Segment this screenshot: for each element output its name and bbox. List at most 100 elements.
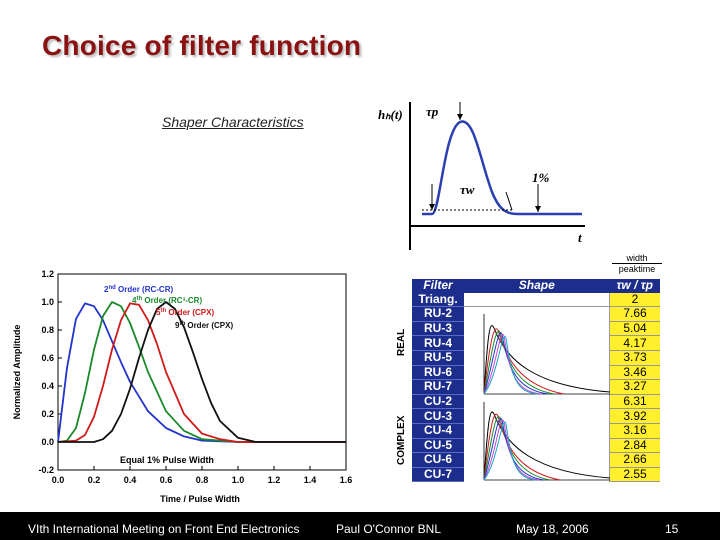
- legend-rest: Order (CPX): [166, 308, 214, 317]
- ratio-cell: 2.66: [609, 452, 660, 468]
- complex-shapes-thumbnail: [483, 402, 611, 481]
- x-tick-label: 1.0: [232, 475, 245, 485]
- pulse-ylabel: hₕ(t): [378, 107, 403, 122]
- width-right-arrow: [505, 191, 513, 211]
- legend-order: 9: [175, 321, 180, 330]
- filter-name-cell: RU-7: [412, 379, 464, 395]
- filter-name-cell: CU-5: [412, 438, 464, 454]
- filter-name-cell: CU-6: [412, 452, 464, 468]
- legend-entry: 4th Order (RC³-CR): [132, 296, 202, 305]
- series-line-2: [57, 302, 346, 443]
- shape-cell: [464, 379, 610, 395]
- peaktime-header: peaktime: [612, 263, 662, 274]
- y-tick-label: 0.8: [41, 325, 54, 335]
- group-label-real: REAL: [396, 328, 407, 356]
- legend-order: 4: [132, 296, 137, 305]
- shape-cell: [464, 350, 610, 366]
- footer-author: Paul O'Connor BNL: [336, 522, 442, 536]
- y-tick-label: 1.2: [41, 269, 54, 279]
- ratio-cell: 3.16: [609, 423, 660, 439]
- peak-arrowhead: [457, 114, 463, 120]
- table-row: RU-5 3.73: [412, 350, 660, 366]
- legend-rest: Order (CPX): [185, 321, 233, 330]
- shape-cell: [464, 452, 610, 468]
- filter-name-cell: CU-3: [412, 408, 464, 424]
- footer-conference: VIth International Meeting on Front End …: [28, 522, 300, 536]
- footer-date: May 18, 2006: [516, 522, 589, 536]
- legend-entry: 5th Order (CPX): [156, 308, 214, 317]
- ratio-cell: 6.31: [609, 394, 660, 410]
- percent-arrowhead: [535, 206, 541, 212]
- legend-sup: th: [136, 296, 142, 302]
- ratio-cell: 3.92: [609, 408, 660, 424]
- filter-name-cell: RU-4: [412, 335, 464, 351]
- legend-order: 2: [104, 285, 109, 294]
- shape-cell: [464, 306, 610, 322]
- x-tick-label: 1.4: [304, 475, 317, 485]
- filter-name-cell: CU-4: [412, 423, 464, 439]
- x-tick-label: 0.6: [160, 475, 173, 485]
- x-tick-label: 0.0: [52, 475, 65, 485]
- x-tick-label: 0.4: [124, 475, 137, 485]
- y-tick-label: 1.0: [41, 297, 54, 307]
- table-row: RU-7 3.27: [412, 379, 660, 395]
- legend-entry: 2nd Order (RC-CR): [104, 285, 173, 294]
- filter-shape-table: Filter Shape τw / τp Triang. 2 RU-2 7.66 RU-…: [412, 279, 660, 483]
- legend-sup: th: [179, 321, 185, 327]
- table-row: RU-6 3.46: [412, 365, 660, 381]
- chart-y-axis-label: Normalized Amplitude: [12, 325, 22, 420]
- ratio-cell: 5.04: [609, 321, 660, 337]
- x-tick-label: 1.6: [340, 475, 353, 485]
- filter-name-cell: Triang.: [412, 292, 464, 308]
- y-tick-label: 0.6: [41, 353, 54, 363]
- footer-bar: VIth International Meeting on Front End …: [0, 512, 720, 540]
- one-percent-label: 1%: [532, 170, 550, 185]
- table-row: CU-5 2.84: [412, 438, 660, 454]
- shaper-characteristics-label: Shaper Characteristics: [162, 114, 304, 130]
- ratio-cell: 2.55: [609, 467, 660, 483]
- legend-sup: th: [160, 308, 166, 314]
- legend-entry: 9th Order (CPX): [175, 321, 233, 330]
- ratio-cell: 2: [609, 292, 660, 308]
- y-tick-label: 0.4: [41, 381, 54, 391]
- y-tick-label: -0.2: [38, 465, 54, 475]
- chart-x-axis-label: Time / Pulse Width: [160, 494, 240, 504]
- shape-cell: [464, 394, 610, 409]
- legend-sup: nd: [108, 285, 116, 291]
- filter-name-cell: CU-7: [412, 467, 464, 483]
- pulse-definition-diagram: [409, 102, 585, 250]
- shape-cell: [464, 438, 610, 453]
- ratio-cell: 7.66: [609, 306, 660, 322]
- shape-cell: [464, 365, 610, 380]
- table-row: CU-2 6.31: [412, 394, 660, 410]
- real-shapes-thumbnail: [483, 314, 611, 395]
- width-header: width: [626, 253, 648, 263]
- filter-name-cell: RU-6: [412, 365, 464, 381]
- shape-column-header: Shape: [464, 279, 610, 293]
- shape-thumbnails: [483, 314, 611, 481]
- x-tick-label: 1.2: [268, 475, 281, 485]
- chart-annotation: Equal 1% Pulse Width: [120, 455, 214, 465]
- y-tick-label: 0.2: [41, 409, 54, 419]
- pulse-shape-chart: -0.20.00.20.40.60.81.01.2 0.0 0.2 0.4 0.6 0.…: [12, 269, 353, 504]
- table-row: Triang. 2: [412, 292, 660, 308]
- filter-name-cell: RU-3: [412, 321, 464, 337]
- pulse-width-symbol: τw: [460, 182, 475, 197]
- table-header-row: Filter Shape τw / τp: [412, 279, 660, 293]
- filter-name-cell: RU-2: [412, 306, 464, 322]
- filter-name-cell: CU-2: [412, 394, 464, 410]
- table-row: CU-6 2.66: [412, 452, 660, 468]
- peak-time-symbol: τp: [426, 104, 439, 119]
- pulse-curve: [422, 120, 582, 216]
- diagram-t-label: t: [578, 230, 582, 245]
- filter-column-header: Filter: [412, 279, 464, 293]
- filter-name-cell: RU-5: [412, 350, 464, 366]
- legend-order: 5: [156, 308, 161, 317]
- shape-cell: [464, 467, 610, 482]
- ratio-cell: 3.73: [609, 350, 660, 366]
- ratio-cell: 3.46: [609, 365, 660, 381]
- table-row: RU-2 7.66: [412, 306, 660, 322]
- ratio-cell: 4.17: [609, 335, 660, 351]
- x-tick-label: 0.2: [88, 475, 101, 485]
- ratio-cell: 2.84: [609, 438, 660, 454]
